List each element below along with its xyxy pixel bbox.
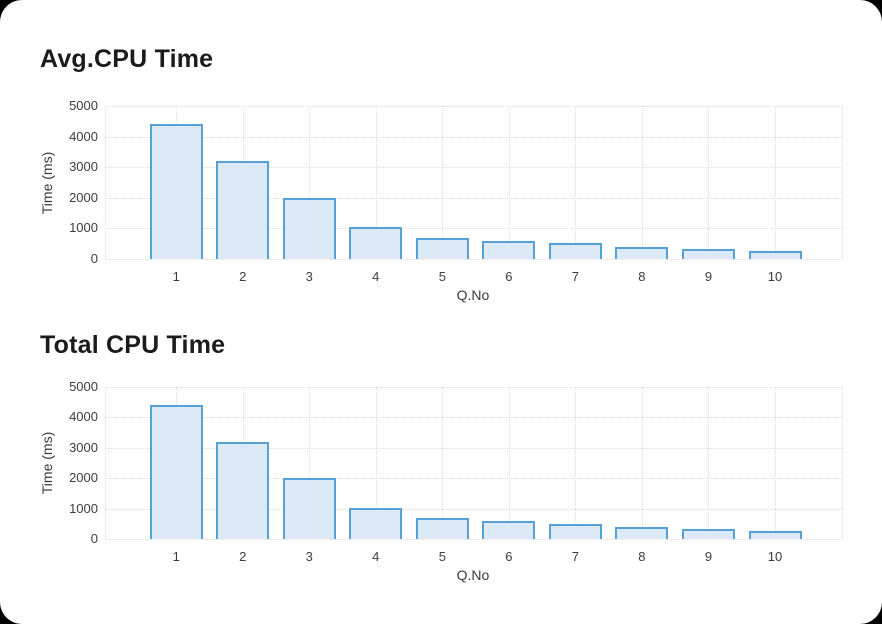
chart-title-avg-cpu: Avg.CPU Time bbox=[40, 45, 214, 73]
bar-q10[interactable] bbox=[748, 530, 802, 539]
total-cpu-time-chart: Total CPU Time Time (ms) Q.No 0 1000 2000 3… bbox=[0, 312, 882, 624]
bar-q5[interactable] bbox=[415, 517, 469, 539]
x-tick-label: 1 bbox=[172, 549, 180, 564]
bar-q8[interactable] bbox=[615, 247, 669, 259]
x-tick-label: 8 bbox=[638, 269, 646, 284]
x-axis-title: Q.No bbox=[456, 287, 490, 303]
gridline-vertical bbox=[105, 106, 106, 259]
bar-q3[interactable] bbox=[282, 197, 336, 259]
gridline-vertical bbox=[442, 387, 444, 539]
x-tick-label: 1 bbox=[172, 269, 180, 284]
x-tick-label: 10 bbox=[767, 269, 783, 284]
gridline-horizontal bbox=[105, 167, 842, 169]
y-tick-label: 3000 bbox=[69, 159, 98, 175]
x-tick-label: 5 bbox=[438, 269, 446, 284]
gridline-vertical bbox=[309, 387, 311, 539]
gridline-vertical bbox=[708, 387, 710, 539]
gridline-horizontal bbox=[105, 106, 842, 107]
x-axis-title: Q.No bbox=[456, 567, 490, 583]
plot-area bbox=[105, 387, 843, 540]
gridline-horizontal bbox=[105, 508, 842, 510]
bar-q8[interactable] bbox=[615, 527, 669, 539]
bar-q5[interactable] bbox=[415, 237, 469, 259]
gridline-vertical bbox=[641, 106, 643, 259]
bar-q9[interactable] bbox=[681, 528, 735, 539]
x-tick-label: 7 bbox=[571, 269, 579, 284]
y-tick-label: 5000 bbox=[69, 379, 98, 394]
bar-q7[interactable] bbox=[548, 243, 602, 259]
y-tick-label: 1000 bbox=[69, 500, 98, 516]
gridline-vertical bbox=[375, 106, 377, 259]
gridline-vertical bbox=[105, 387, 106, 539]
gridline-vertical bbox=[375, 387, 377, 539]
gridline-horizontal bbox=[105, 447, 842, 449]
x-tick-label: 6 bbox=[505, 269, 513, 284]
gridline-vertical bbox=[842, 387, 843, 539]
gridline-vertical bbox=[575, 106, 577, 259]
x-tick-label: 10 bbox=[767, 549, 783, 564]
gridline-horizontal bbox=[105, 417, 842, 419]
y-tick-label: 4000 bbox=[69, 128, 98, 144]
bar-q10[interactable] bbox=[748, 250, 802, 259]
bar-q9[interactable] bbox=[681, 248, 735, 259]
x-tick-label: 4 bbox=[372, 549, 380, 564]
x-tick-label: 4 bbox=[372, 269, 380, 284]
bar-q4[interactable] bbox=[349, 507, 403, 539]
bar-q3[interactable] bbox=[282, 477, 336, 539]
gridline-horizontal bbox=[105, 136, 842, 138]
gridline-horizontal bbox=[105, 387, 842, 388]
y-tick-label: 1000 bbox=[69, 220, 98, 236]
bar-q2[interactable] bbox=[216, 161, 270, 259]
gridline-vertical bbox=[775, 106, 776, 259]
x-tick-label: 6 bbox=[505, 549, 513, 564]
gridline-horizontal bbox=[105, 259, 842, 260]
x-tick-label: 7 bbox=[571, 549, 579, 564]
bar-q2[interactable] bbox=[216, 441, 270, 539]
gridline-horizontal bbox=[105, 478, 842, 480]
gridline-horizontal bbox=[105, 228, 842, 230]
x-tick-label: 9 bbox=[704, 269, 713, 284]
bar-q6[interactable] bbox=[482, 241, 536, 259]
gridline-vertical bbox=[842, 106, 843, 259]
gridline-vertical bbox=[508, 387, 510, 539]
y-tick-label: 2000 bbox=[69, 189, 98, 205]
x-tick-label: 5 bbox=[438, 549, 446, 564]
y-tick-label: 0 bbox=[90, 251, 98, 266]
x-tick-label: 9 bbox=[704, 549, 713, 564]
gridline-vertical bbox=[575, 387, 577, 539]
x-tick-label: 3 bbox=[305, 549, 313, 564]
y-tick-label: 4000 bbox=[69, 409, 98, 425]
gridline-vertical bbox=[442, 106, 444, 259]
plot-area bbox=[105, 106, 843, 260]
y-tick-label: 5000 bbox=[69, 98, 98, 113]
y-tick-label: 3000 bbox=[69, 439, 98, 455]
gridline-vertical bbox=[508, 106, 510, 259]
x-tick-label: 8 bbox=[638, 549, 646, 564]
avg-cpu-time-chart: Avg.CPU Time Time (ms) Q.No 0 1000 2000 300… bbox=[39, 45, 843, 303]
bar-q1[interactable] bbox=[149, 405, 203, 539]
bar-q4[interactable] bbox=[349, 227, 403, 259]
x-tick-label: 3 bbox=[305, 269, 313, 284]
bar-q1[interactable] bbox=[149, 124, 203, 259]
gridline-horizontal bbox=[105, 539, 842, 540]
gridline-vertical bbox=[775, 387, 776, 539]
y-tick-label: 0 bbox=[90, 531, 98, 546]
x-tick-label: 2 bbox=[239, 549, 247, 564]
bar-q6[interactable] bbox=[482, 521, 536, 539]
gridline-vertical bbox=[708, 106, 710, 259]
gridline-vertical bbox=[309, 106, 311, 259]
chart-title-total-cpu: Total CPU Time bbox=[40, 331, 226, 359]
x-tick-label: 2 bbox=[239, 269, 247, 284]
y-tick-label: 2000 bbox=[69, 470, 98, 486]
gridline-vertical bbox=[641, 387, 643, 539]
gridline-horizontal bbox=[105, 197, 842, 199]
bar-q7[interactable] bbox=[548, 523, 602, 539]
